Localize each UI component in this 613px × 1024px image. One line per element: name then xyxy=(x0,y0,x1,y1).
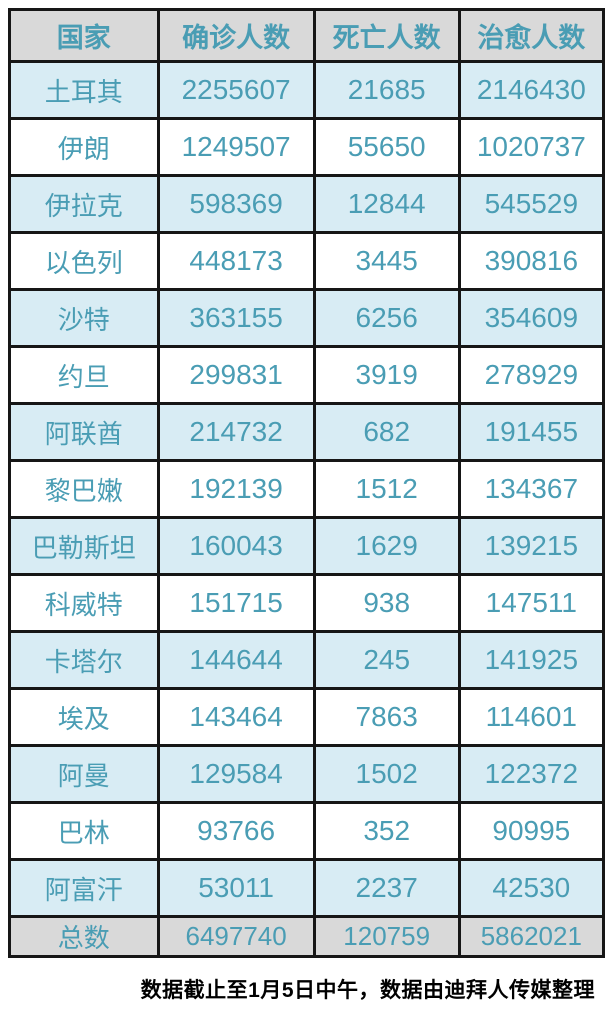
confirmed-cell: 2255607 xyxy=(156,60,316,120)
total-cured: 5862021 xyxy=(457,915,606,958)
deaths-cell: 12844 xyxy=(312,174,461,234)
deaths-cell: 3445 xyxy=(312,231,461,291)
cured-cell: 139215 xyxy=(457,516,606,576)
deaths-cell: 55650 xyxy=(312,117,461,177)
header-row: 国家 确诊人数 死亡人数 治愈人数 xyxy=(8,8,606,63)
table-row: 以色列 448173 3445 390816 xyxy=(8,231,606,291)
table-row: 土耳其 2255607 21685 2146430 xyxy=(8,60,606,120)
cured-cell: 2146430 xyxy=(457,60,606,120)
cured-cell: 1020737 xyxy=(457,117,606,177)
country-cell: 阿曼 xyxy=(8,744,160,804)
country-cell: 巴勒斯坦 xyxy=(8,516,160,576)
confirmed-cell: 129584 xyxy=(156,744,316,804)
total-label: 总数 xyxy=(8,915,160,958)
table-row: 埃及 143464 7863 114601 xyxy=(8,687,606,747)
header-deaths: 死亡人数 xyxy=(312,8,461,63)
deaths-cell: 682 xyxy=(312,402,461,462)
confirmed-cell: 144644 xyxy=(156,630,316,690)
confirmed-cell: 93766 xyxy=(156,801,316,861)
total-confirmed: 6497740 xyxy=(156,915,316,958)
table-row: 黎巴嫩 192139 1512 134367 xyxy=(8,459,606,519)
country-cell: 埃及 xyxy=(8,687,160,747)
deaths-cell: 2237 xyxy=(312,858,461,918)
cured-cell: 191455 xyxy=(457,402,606,462)
cured-cell: 42530 xyxy=(457,858,606,918)
footer-note: 数据截止至1月5日中午，数据由迪拜人传媒整理 xyxy=(140,979,595,1002)
country-cell: 伊朗 xyxy=(8,117,160,177)
confirmed-cell: 143464 xyxy=(156,687,316,747)
deaths-cell: 3919 xyxy=(312,345,461,405)
cured-cell: 141925 xyxy=(457,630,606,690)
deaths-cell: 21685 xyxy=(312,60,461,120)
country-cell: 阿富汗 xyxy=(8,858,160,918)
table-row: 卡塔尔 144644 245 141925 xyxy=(8,630,606,690)
table-body: 土耳其 2255607 21685 2146430 伊朗 1249507 55650 1020… xyxy=(8,60,606,918)
cured-cell: 134367 xyxy=(457,459,606,519)
deaths-cell: 6256 xyxy=(312,288,461,348)
table-row: 沙特 363155 6256 354609 xyxy=(8,288,606,348)
confirmed-cell: 363155 xyxy=(156,288,316,348)
header-cured: 治愈人数 xyxy=(457,8,606,63)
cured-cell: 390816 xyxy=(457,231,606,291)
confirmed-cell: 53011 xyxy=(156,858,316,918)
table-row: 巴林 93766 352 90995 xyxy=(8,801,606,861)
cured-cell: 545529 xyxy=(457,174,606,234)
deaths-cell: 7863 xyxy=(312,687,461,747)
table-row: 阿富汗 53011 2237 42530 xyxy=(8,858,606,918)
country-cell: 巴林 xyxy=(8,801,160,861)
table-row: 伊拉克 598369 12844 545529 xyxy=(8,174,606,234)
confirmed-cell: 214732 xyxy=(156,402,316,462)
country-cell: 黎巴嫩 xyxy=(8,459,160,519)
deaths-cell: 352 xyxy=(312,801,461,861)
confirmed-cell: 160043 xyxy=(156,516,316,576)
country-cell: 约旦 xyxy=(8,345,160,405)
header-country: 国家 xyxy=(8,8,160,63)
confirmed-cell: 299831 xyxy=(156,345,316,405)
country-cell: 土耳其 xyxy=(8,60,160,120)
cured-cell: 354609 xyxy=(457,288,606,348)
cured-cell: 90995 xyxy=(457,801,606,861)
country-cell: 卡塔尔 xyxy=(8,630,160,690)
confirmed-cell: 1249507 xyxy=(156,117,316,177)
table-row: 巴勒斯坦 160043 1629 139215 xyxy=(8,516,606,576)
deaths-cell: 245 xyxy=(312,630,461,690)
table-row: 阿曼 129584 1502 122372 xyxy=(8,744,606,804)
covid-stats-table: 国家 确诊人数 死亡人数 治愈人数 土耳其 2255607 21685 2146430… xyxy=(8,8,606,958)
table-row: 伊朗 1249507 55650 1020737 xyxy=(8,117,606,177)
deaths-cell: 1629 xyxy=(312,516,461,576)
total-row: 总数 6497740 120759 5862021 xyxy=(8,915,606,958)
country-cell: 沙特 xyxy=(8,288,160,348)
cured-cell: 122372 xyxy=(457,744,606,804)
table-row: 科威特 151715 938 147511 xyxy=(8,573,606,633)
confirmed-cell: 598369 xyxy=(156,174,316,234)
table-row: 约旦 299831 3919 278929 xyxy=(8,345,606,405)
total-deaths: 120759 xyxy=(312,915,461,958)
deaths-cell: 938 xyxy=(312,573,461,633)
cured-cell: 114601 xyxy=(457,687,606,747)
cured-cell: 278929 xyxy=(457,345,606,405)
country-cell: 以色列 xyxy=(8,231,160,291)
confirmed-cell: 151715 xyxy=(156,573,316,633)
deaths-cell: 1502 xyxy=(312,744,461,804)
confirmed-cell: 192139 xyxy=(156,459,316,519)
header-confirmed: 确诊人数 xyxy=(156,8,316,63)
deaths-cell: 1512 xyxy=(312,459,461,519)
country-cell: 伊拉克 xyxy=(8,174,160,234)
cured-cell: 147511 xyxy=(457,573,606,633)
country-cell: 阿联酋 xyxy=(8,402,160,462)
table-row: 阿联酋 214732 682 191455 xyxy=(8,402,606,462)
country-cell: 科威特 xyxy=(8,573,160,633)
confirmed-cell: 448173 xyxy=(156,231,316,291)
